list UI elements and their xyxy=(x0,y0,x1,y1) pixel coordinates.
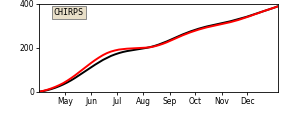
Text: CHIRPS: CHIRPS xyxy=(54,8,84,17)
